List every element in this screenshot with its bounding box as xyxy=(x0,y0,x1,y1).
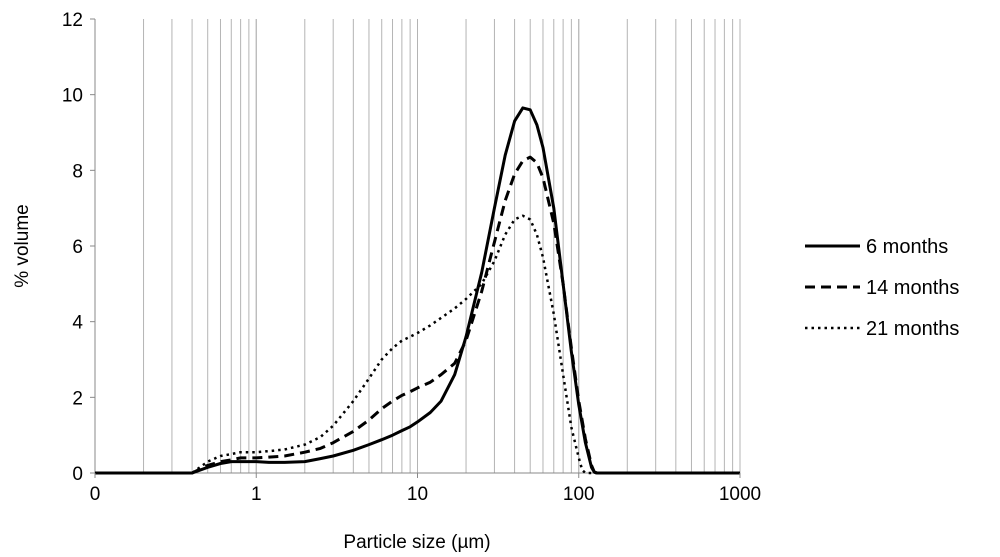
y-tick-label: 10 xyxy=(62,86,83,107)
series-line-1 xyxy=(95,106,740,475)
y-tick-label: 0 xyxy=(72,464,83,485)
y-tick-label: 12 xyxy=(62,10,83,31)
series-lines xyxy=(95,106,740,475)
y-tick-label: 8 xyxy=(72,161,83,182)
y-tick-label: 6 xyxy=(72,237,83,258)
y-axis-title: % volume xyxy=(12,204,33,287)
legend: 6 months 14 months 21 months xyxy=(805,236,959,340)
y-tick-label: 2 xyxy=(72,388,83,409)
legend-label-2: 14 months xyxy=(866,277,959,299)
vertical-gridlines xyxy=(143,19,741,473)
x-tick-label: 100 xyxy=(563,484,595,505)
y-tick-label: 4 xyxy=(72,313,83,334)
series-line-3 xyxy=(95,214,740,475)
series-line-2 xyxy=(95,155,740,475)
x-tick-label: 1 xyxy=(251,484,262,505)
x-tick-label: 10 xyxy=(407,484,428,505)
legend-label-1: 6 months xyxy=(866,236,948,258)
x-tick-label: 0 xyxy=(90,484,101,505)
x-tick-label: 1000 xyxy=(719,484,761,505)
x-axis-title: Particle size (µm) xyxy=(343,532,490,553)
legend-label-3: 21 months xyxy=(866,318,959,340)
tick-labels: 0 2 4 6 8 10 12 0 1 10 100 1000 xyxy=(62,10,761,505)
